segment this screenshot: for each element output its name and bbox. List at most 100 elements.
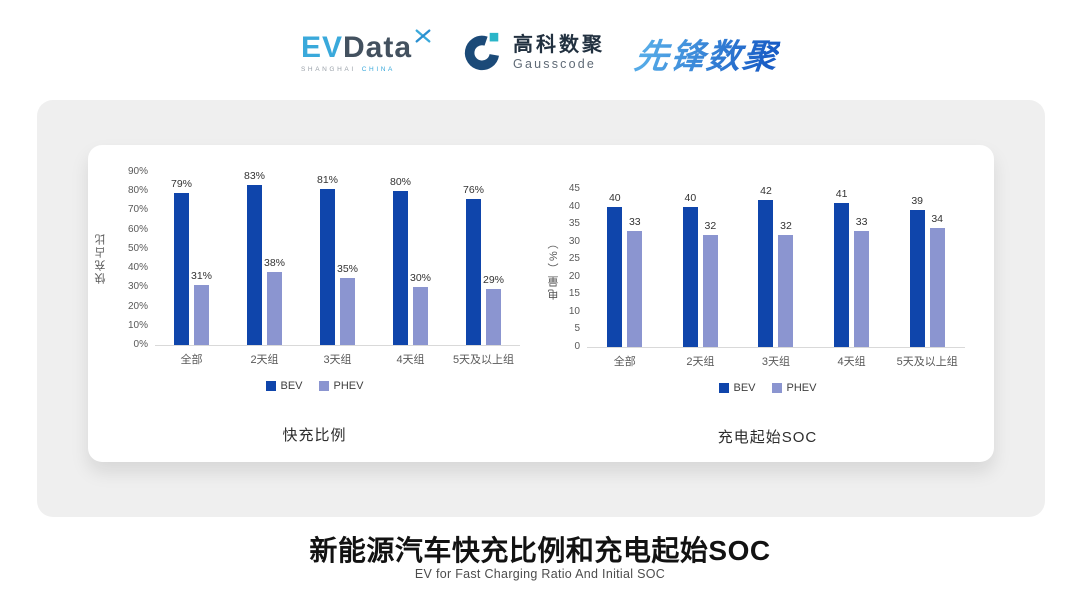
- axis-tick-label: 0%: [133, 339, 148, 350]
- evdata-star-icon: [414, 27, 432, 49]
- bar-bev: 40: [607, 192, 623, 347]
- chart-initial-soc: 电量（%） 45 40 35 30 25 20 15 10 5 0 40 33 40 32 42 32 41 33 3…: [541, 145, 994, 462]
- bar-group: 40 33: [607, 189, 643, 347]
- bar-phev: 31%: [191, 270, 212, 345]
- bar-phev: 38%: [264, 257, 285, 345]
- bar-value-label: 33: [855, 216, 868, 229]
- bar-group: 42 32: [758, 185, 794, 347]
- bar-value-label: 41: [835, 188, 848, 201]
- bar-value-label: 42: [760, 184, 772, 197]
- bar-phev: 35%: [337, 263, 358, 345]
- bar-phev: 34: [929, 213, 945, 347]
- y-axis-ticks: 45 40 35 30 25 20 15 10 5 0: [567, 183, 587, 352]
- evdata-logo-data: Data: [343, 31, 413, 64]
- axis-tick-label: 40: [568, 200, 580, 212]
- category-label: 4天组: [837, 356, 866, 368]
- axis-tick-label: 35: [568, 218, 580, 230]
- legend-swatch: [318, 381, 329, 391]
- gausscode-wordmark: 高科数聚 Gausscode: [513, 34, 605, 71]
- axis-tick-label: 70%: [127, 204, 148, 216]
- charts-panel: 快充占比 90% 80% 70% 60% 50% 40% 30% 20% 10% 0% 79% 31% 8…: [37, 100, 1045, 517]
- bar-bev: 41: [834, 188, 850, 347]
- gausscode-logo: 高科数聚 Gausscode: [462, 29, 605, 78]
- category-label: 2天组: [686, 356, 715, 368]
- legend-label: PHEV: [333, 380, 364, 392]
- bar-value-label: 32: [704, 219, 717, 232]
- bar-group: 79% 31%: [171, 172, 212, 345]
- axis-tick-label: 30: [568, 235, 580, 247]
- evdata-logo-ev: EV: [300, 31, 343, 64]
- legend-item-bev: BEV: [718, 382, 756, 394]
- category-label: 3天组: [323, 354, 352, 366]
- category-row: 全部 2天组 3天组 4天组 5天及以上组: [587, 353, 965, 369]
- legend-swatch: [771, 383, 782, 393]
- evdata-tagline: SHANGHAI CHINA: [301, 66, 395, 73]
- bar-phev: 32: [778, 220, 794, 347]
- bar-value-label: 38%: [263, 256, 286, 269]
- axis-tick-label: 25: [568, 253, 580, 265]
- axis-tick-label: 45: [568, 183, 580, 194]
- gausscode-name-cn: 高科数聚: [513, 34, 606, 57]
- bar-bev: 81%: [317, 174, 338, 345]
- category-label: 4天组: [396, 354, 425, 366]
- bar-value-label: 40: [684, 191, 697, 204]
- axis-tick-label: 30%: [127, 281, 148, 293]
- bar-value-label: 39: [911, 195, 924, 208]
- xianfeng-logo: 先锋数聚: [632, 29, 782, 78]
- category-label: 2天组: [250, 354, 279, 366]
- bar-group: 41 33: [834, 188, 870, 347]
- bar-value-label: 31%: [190, 270, 213, 283]
- plot-row: 快充占比 90% 80% 70% 60% 50% 40% 30% 20% 10% 0% 79% 31% 8…: [88, 166, 541, 350]
- bar-value-label: 35%: [336, 262, 359, 275]
- bar-phev: 29%: [483, 274, 504, 345]
- chart-fast-charging-ratio: 快充占比 90% 80% 70% 60% 50% 40% 30% 20% 10% 0% 79% 31% 8…: [88, 145, 541, 462]
- charts-card: 快充占比 90% 80% 70% 60% 50% 40% 30% 20% 10% 0% 79% 31% 8…: [88, 145, 994, 462]
- y-axis-title: 电量（%）: [548, 236, 560, 300]
- evdata-tagline-shanghai: SHANGHAI: [300, 66, 356, 73]
- bar-bev: 40: [682, 192, 698, 347]
- bar-group: 40 32: [682, 189, 718, 347]
- legend: BEV PHEV: [541, 382, 994, 394]
- bar-phev: 32: [702, 220, 718, 347]
- axis-tick-label: 60%: [127, 223, 148, 235]
- bar-value-label: 32: [780, 219, 792, 232]
- axis-tick-label: 20%: [127, 300, 148, 312]
- evdata-tagline-china: CHINA: [361, 66, 395, 73]
- bar-value-label: 83%: [243, 170, 266, 183]
- axis-tick-label: 50%: [127, 242, 148, 254]
- bar-bev: 80%: [390, 176, 411, 345]
- category-label: 5天及以上组: [896, 356, 958, 368]
- category-label: 3天组: [761, 356, 791, 368]
- bar-bev: 42: [758, 185, 774, 347]
- bar-value-label: 29%: [482, 274, 505, 287]
- legend-label: BEV: [280, 380, 303, 392]
- axis-tick-label: 20: [568, 270, 580, 282]
- logo-header: EV Data SHANGHAI CHINA 高科数聚 Gausscode: [0, 18, 1080, 88]
- axis-tick-label: 80%: [127, 185, 148, 197]
- bar-phev: 33: [627, 216, 643, 347]
- legend-item-phev: PHEV: [771, 382, 816, 394]
- bar-value-label: 79%: [170, 178, 193, 191]
- axis-tick-label: 5: [574, 323, 580, 335]
- legend-item-phev: PHEV: [318, 380, 364, 392]
- chart-caption: 充电起始SOC: [717, 429, 818, 446]
- evdata-logo: EV Data SHANGHAI CHINA: [300, 29, 432, 73]
- legend-swatch: [265, 381, 276, 391]
- axis-tick-label: 40%: [127, 262, 148, 274]
- gausscode-name-en: Gausscode: [513, 57, 597, 72]
- axis-tick-label: 15: [568, 288, 580, 300]
- bar-value-label: 81%: [316, 174, 339, 187]
- bar-bev: 83%: [244, 170, 265, 345]
- bar-group: 81% 35%: [317, 172, 358, 345]
- chart-caption: 快充比例: [282, 427, 347, 444]
- category-row: 全部 2天组 3天组 4天组 5天及以上组: [155, 351, 520, 367]
- y-axis-title: 快充占比: [95, 232, 107, 285]
- bar-bev: 79%: [171, 178, 192, 345]
- bar-value-label: 76%: [462, 183, 485, 196]
- axis-tick-label: 10%: [127, 319, 148, 331]
- axis-tick-label: 0: [574, 341, 580, 352]
- bar-group: 39 34: [909, 189, 945, 347]
- plot-area: 40 33 40 32 42 32 41 33 39 34: [587, 185, 965, 348]
- y-axis-ticks: 90% 80% 70% 60% 50% 40% 30% 20% 10% 0%: [114, 166, 155, 350]
- bar-value-label: 30%: [409, 272, 432, 285]
